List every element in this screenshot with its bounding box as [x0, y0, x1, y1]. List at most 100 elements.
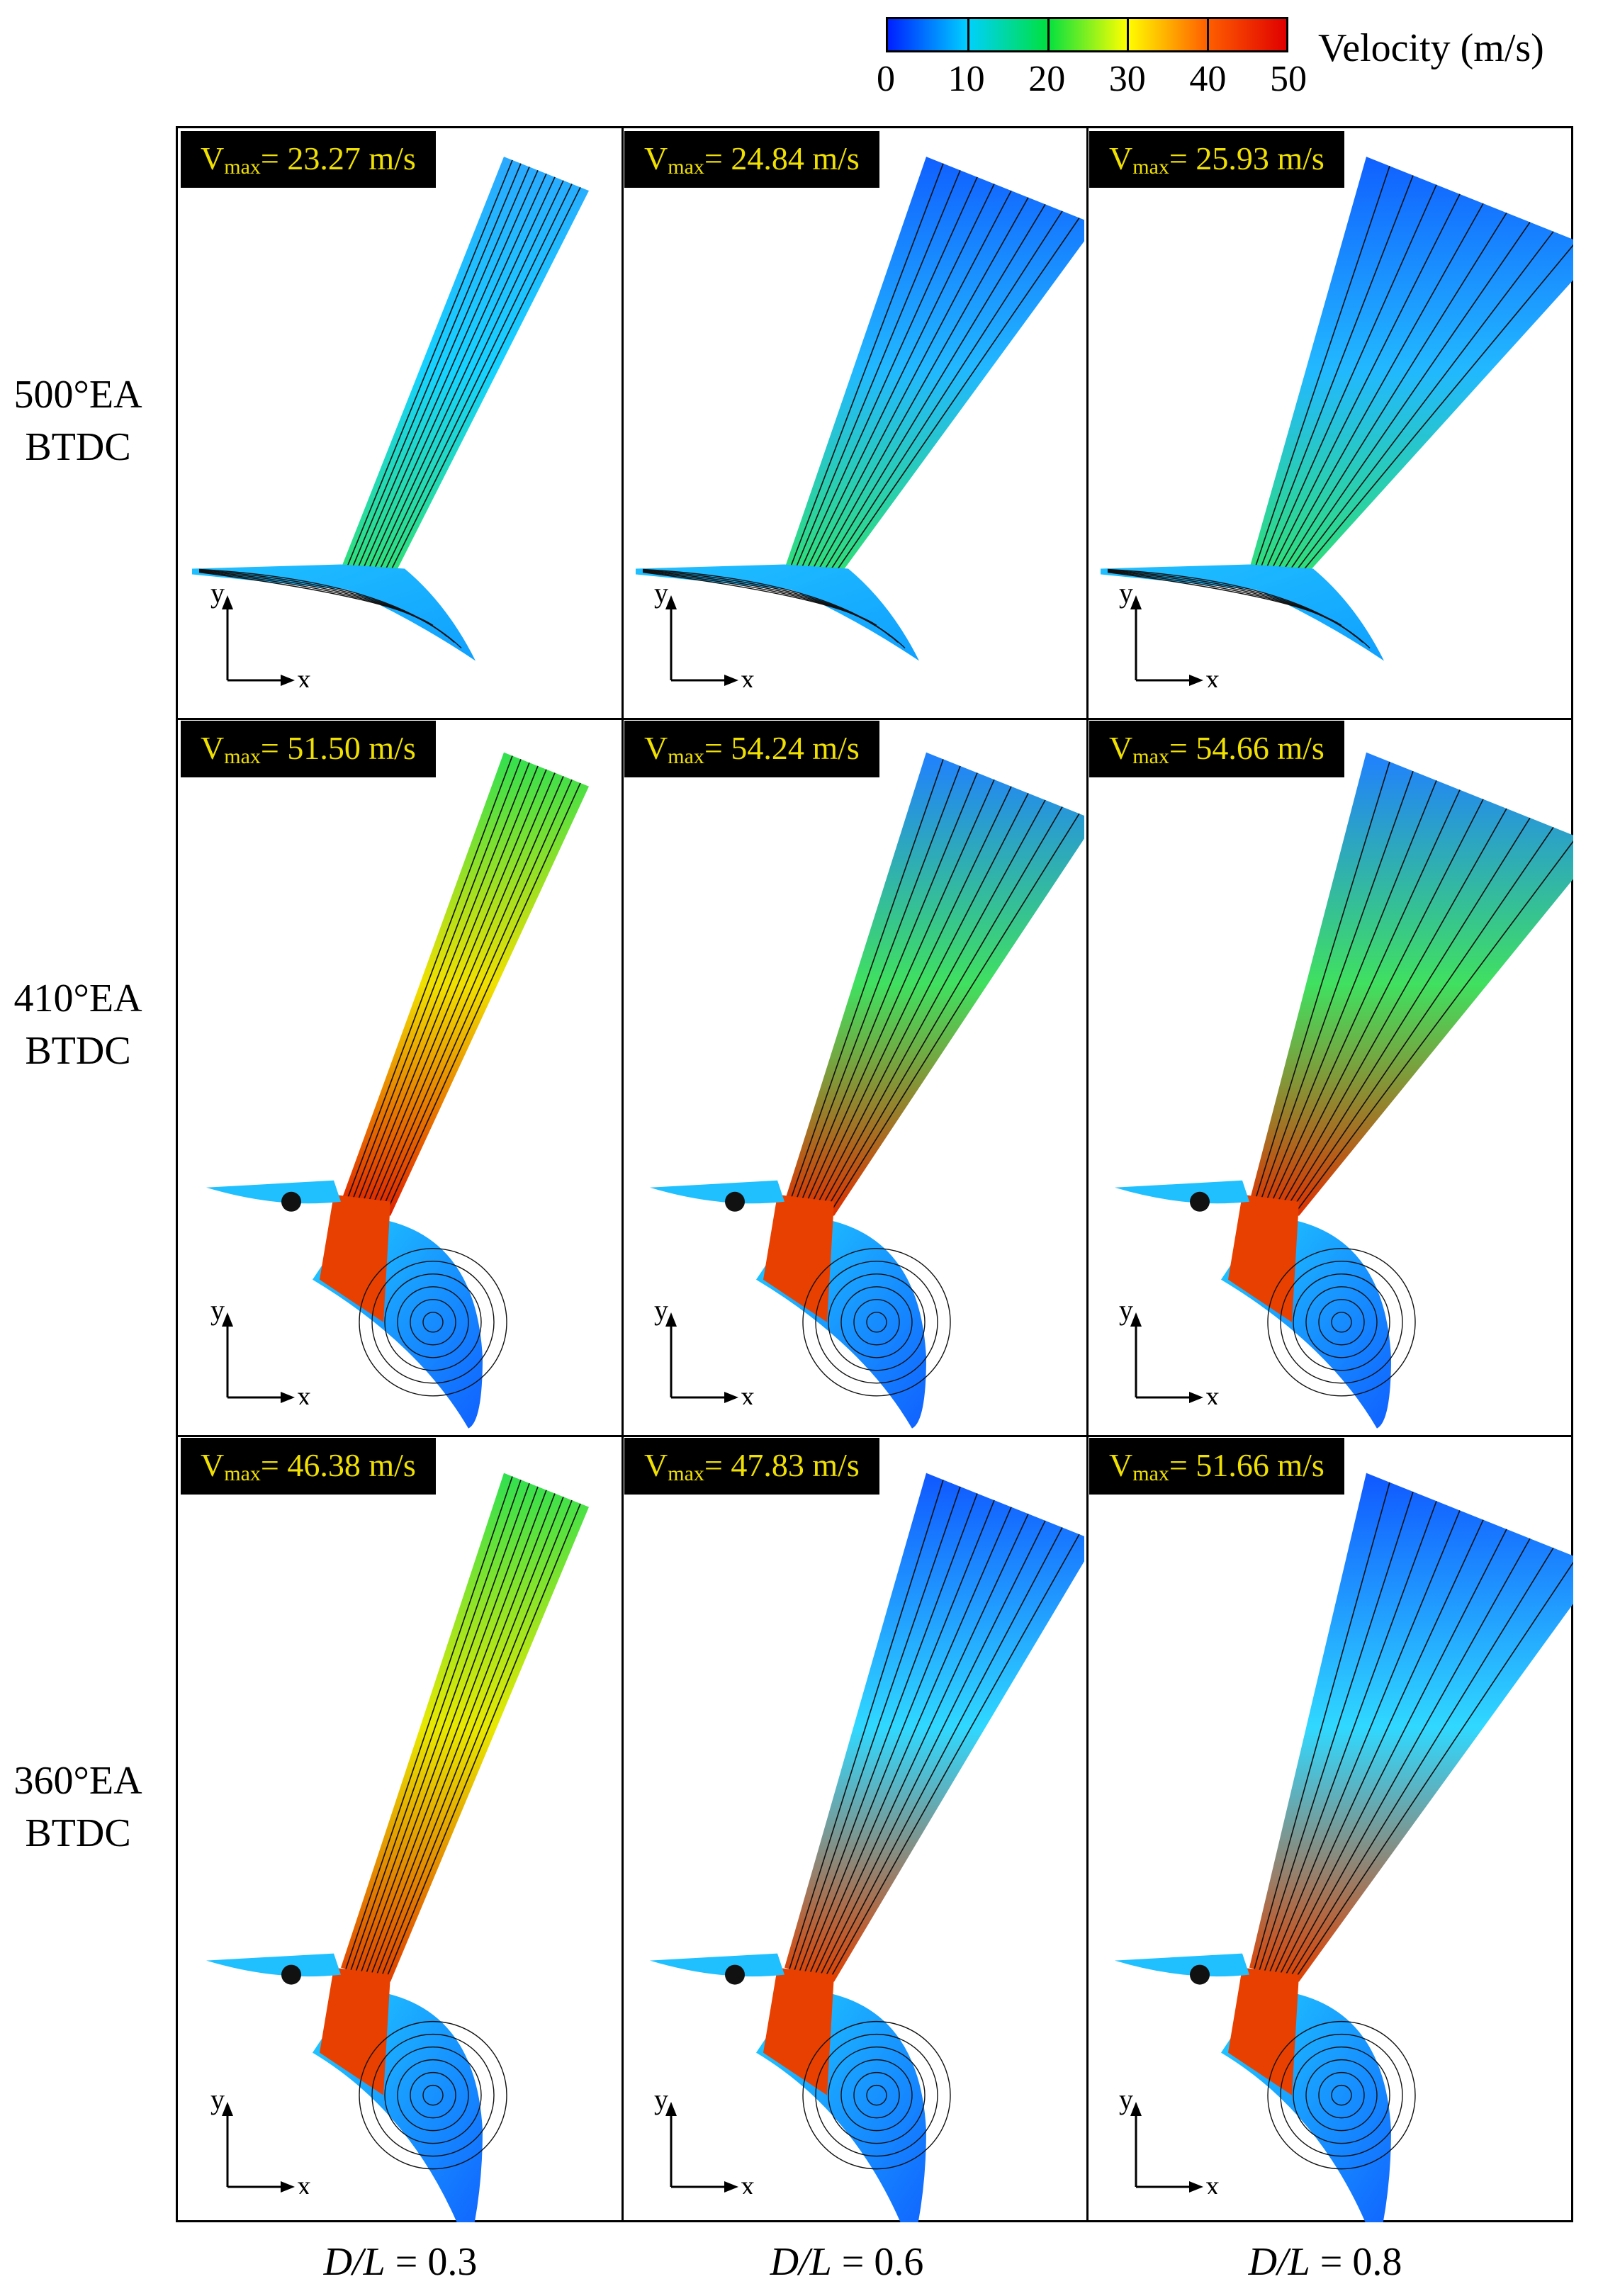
y-axis-letter: y: [210, 1294, 225, 1326]
vmax-symbol: V: [644, 140, 668, 176]
y-axis-letter: y: [654, 577, 668, 609]
streamline: [1278, 212, 1507, 578]
flow-field: [1115, 752, 1573, 1429]
vmax-value: = 54.24 m/s: [704, 730, 860, 766]
vortex-streamline: [840, 2059, 913, 2132]
vmax-value: = 47.83 m/s: [704, 1447, 860, 1483]
colorbar-tick: [1047, 19, 1050, 50]
streamline: [380, 779, 573, 1214]
streamline: [355, 762, 530, 1207]
valve-jet: [763, 1194, 834, 1322]
vmax-subscript: max: [1132, 745, 1169, 768]
x-axis-letter: x: [741, 1380, 755, 1405]
streamline: [794, 765, 961, 1205]
axis-arrows: y x: [654, 1294, 755, 1405]
vortex-streamline: [410, 1299, 456, 1346]
vmax-value: = 51.50 m/s: [260, 730, 416, 766]
vmax-symbol: V: [201, 1447, 225, 1483]
streamline: [828, 218, 1080, 582]
vmax-value: = 25.93 m/s: [1169, 140, 1324, 176]
streamline: [380, 1499, 573, 1979]
vmax-value: = 51.66 m/s: [1169, 1447, 1324, 1483]
streamline: [1254, 1482, 1390, 1969]
column-eq: = 0.6: [831, 2240, 924, 2284]
valve-jet: [1228, 1194, 1299, 1322]
streamline: [804, 779, 995, 1208]
row-label-500: 500°EA BTDC: [0, 368, 156, 473]
streamline: [385, 782, 581, 1215]
column-var: D/L: [1248, 2240, 1310, 2284]
vortex-streamline: [371, 2033, 495, 2157]
vortex-streamline: [853, 2071, 900, 2119]
column-eq: = 0.3: [385, 2240, 478, 2284]
streamline: [819, 799, 1046, 1212]
vmax-label: Vmax= 54.66 m/s: [1089, 721, 1344, 777]
vmax-value: = 46.38 m/s: [260, 1447, 416, 1483]
streamline: [794, 1486, 961, 1971]
intake-port: [341, 1473, 589, 1982]
vortex-streamline: [371, 1261, 495, 1384]
streamline: [804, 184, 995, 575]
vortex-streamline: [397, 1286, 469, 1358]
streamline: [823, 1527, 1063, 1979]
axis-indicator: y x: [650, 574, 756, 687]
vmax-symbol: V: [644, 1447, 668, 1483]
grid-divider: [178, 718, 1571, 720]
flow-panel: y x Vmax= 23.27 m/s: [178, 128, 619, 716]
streamline: [1283, 817, 1531, 1212]
streamline: [365, 1490, 547, 1975]
y-axis-letter: y: [210, 577, 225, 609]
streamline: [350, 759, 522, 1205]
vmax-value: = 24.84 m/s: [704, 140, 860, 176]
column-var: D/L: [770, 2240, 832, 2284]
valve-region: [1101, 564, 1384, 661]
axis-indicator: y x: [1115, 2081, 1221, 2194]
y-axis-letter: y: [1119, 1294, 1133, 1326]
streamline: [345, 159, 513, 570]
streamline: [1264, 184, 1437, 573]
colorbar-tick-label: 30: [1108, 59, 1146, 99]
streamline: [789, 1480, 944, 1969]
vmax-subscript: max: [224, 155, 261, 179]
streamline: [1278, 808, 1507, 1211]
y-axis-letter: y: [654, 1294, 668, 1326]
column-label-0.6: D/L = 0.6: [770, 2239, 924, 2285]
flow-field: [1101, 157, 1573, 661]
vmax-symbol: V: [201, 730, 225, 766]
vmax-symbol: V: [644, 730, 668, 766]
axis-indicator: y x: [1115, 574, 1221, 687]
streamline: [814, 793, 1029, 1211]
axis-indicator: y x: [650, 1291, 756, 1405]
streamline: [198, 571, 434, 626]
intake-port: [1249, 157, 1573, 583]
intake-port: [341, 157, 589, 583]
flow-field: [206, 752, 589, 1429]
x-axis-letter: x: [741, 663, 755, 687]
streamline: [1259, 1491, 1414, 1971]
streamline: [355, 1482, 530, 1972]
valve-tip: [1115, 1180, 1249, 1204]
streamline: [380, 184, 573, 580]
colorbar-tick-label: 0: [877, 59, 895, 99]
streamline: [375, 776, 564, 1212]
streamline: [799, 176, 978, 573]
y-axis-letter: y: [1119, 2083, 1133, 2115]
vmax-label: Vmax= 24.84 m/s: [624, 131, 879, 188]
flow-field: [650, 1473, 1084, 2222]
velocity-colorbar: [886, 17, 1288, 52]
vmax-value: = 23.27 m/s: [260, 140, 416, 176]
streamline: [823, 210, 1063, 580]
vortex-streamline: [1305, 1286, 1378, 1358]
streamline: [1288, 231, 1554, 580]
vortex-core: [1190, 1191, 1210, 1212]
vmax-symbol: V: [201, 140, 225, 176]
streamline: [789, 163, 944, 570]
vmax-label: Vmax= 25.93 m/s: [1089, 131, 1344, 188]
streamline: [1107, 571, 1342, 626]
streamline: [809, 786, 1012, 1210]
vortex-core: [725, 1964, 745, 1985]
streamline: [1254, 166, 1390, 570]
vortex-streamline: [1331, 2084, 1352, 2106]
colorbar-tick-label: 50: [1270, 59, 1307, 99]
streamline: [365, 769, 547, 1210]
